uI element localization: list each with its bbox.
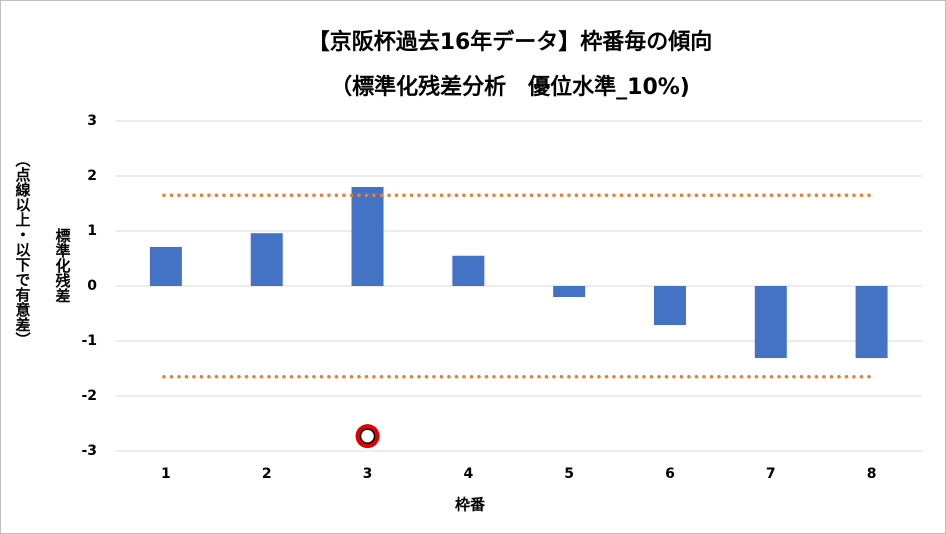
bar — [250, 233, 283, 286]
x-tick-label: 8 — [867, 466, 877, 482]
bar — [855, 286, 888, 359]
y-tick-label: -2 — [81, 388, 97, 404]
chart-subtitle: （標準化残差分析 優位水準_10%) — [330, 74, 690, 100]
x-tick-label: 4 — [463, 466, 473, 482]
x-tick-label: 2 — [262, 466, 272, 482]
x-axis-label: 枠番 — [455, 496, 486, 514]
y-tick-label: 3 — [87, 113, 97, 129]
bar — [452, 255, 485, 286]
bar — [351, 187, 384, 286]
bar — [149, 246, 182, 286]
y-tick-label: 0 — [87, 278, 97, 294]
y-tick-label: 1 — [87, 223, 97, 239]
chart-title: 【京阪杯過去16年データ】枠番毎の傾向 — [308, 29, 713, 55]
x-tick-label: 3 — [363, 466, 373, 482]
annotation-marker-inner — [359, 428, 376, 444]
x-tick-label: 7 — [766, 466, 776, 482]
x-tick-label: 6 — [665, 466, 675, 482]
y-axis-label: 標準化残差 — [54, 227, 72, 303]
y-axis-note: （点線以上・以下で有意差） — [14, 152, 32, 347]
x-tick-label: 5 — [564, 466, 574, 482]
bar — [553, 286, 586, 297]
y-tick-label: 2 — [87, 168, 97, 184]
bar — [653, 286, 686, 326]
y-tick-label: -3 — [81, 443, 97, 459]
y-tick-label: -1 — [81, 333, 97, 349]
bar — [754, 286, 787, 359]
x-tick-label: 1 — [161, 466, 171, 482]
